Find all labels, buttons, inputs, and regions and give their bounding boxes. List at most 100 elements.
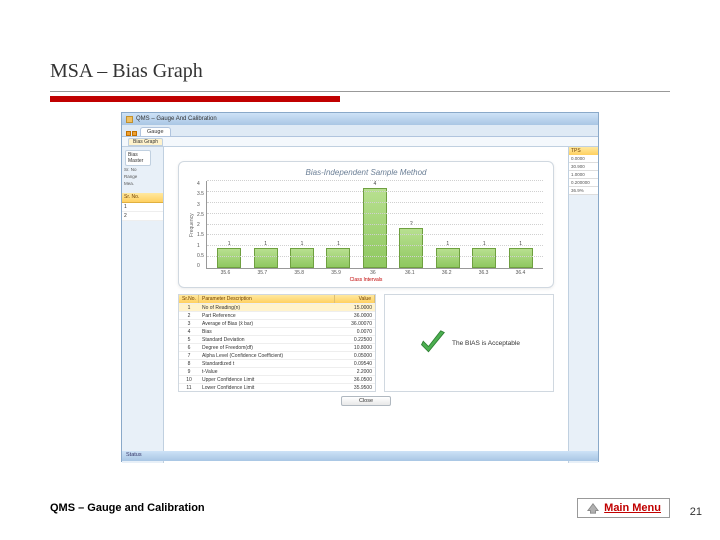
results-row-item[interactable]: 4Bias0.0070 — [179, 327, 375, 335]
chart-gridline — [207, 180, 543, 181]
chart-y-ticks: 43.532.521.510.50 — [195, 181, 206, 269]
left-grid-row[interactable]: 1 — [122, 203, 163, 212]
chart-gridline — [207, 213, 543, 214]
right-cell: 0.0000 — [569, 155, 598, 163]
footer-text: QMS – Gauge and Calibration — [50, 502, 205, 514]
chart-y-tick: 2.5 — [197, 212, 204, 218]
left-panel-tab[interactable]: Bias Master — [125, 150, 151, 166]
slide-footer: QMS – Gauge and Calibration Main Menu — [50, 498, 670, 518]
chart-title: Bias-Independent Sample Method — [189, 168, 543, 177]
doc-tab-bias-graph[interactable]: Bias Graph — [128, 138, 163, 146]
results-row-item[interactable]: 6Degree of Freedom(df)10.8000 — [179, 343, 375, 351]
results-row-item[interactable]: 8Standardized t0.09540 — [179, 359, 375, 367]
results-row-item[interactable]: 1No of Reading(n)15.0000 — [179, 303, 375, 311]
chart-y-tick: 1 — [197, 243, 204, 249]
chart-bar — [217, 248, 241, 268]
chart-bar-value-label: 4 — [374, 181, 377, 187]
results-cell-sr: 2 — [179, 312, 199, 319]
results-row: Sr.No. Parameter Description Value 1No o… — [178, 294, 554, 392]
chart-plot-area: 111142111 — [206, 181, 543, 269]
main-menu-button[interactable]: Main Menu — [577, 498, 670, 518]
results-row-item[interactable]: 3Average of Bias (x̄ bar)36.00070 — [179, 319, 375, 327]
left-panel: Bias Master Sr. No Range Mea. Sr. No. 1 … — [122, 147, 164, 463]
chart-bar — [472, 248, 496, 268]
results-cell-sr: 8 — [179, 360, 199, 367]
left-mini-2: Mea. — [122, 180, 163, 187]
left-grid-header: Sr. No. — [122, 193, 163, 203]
results-cell-desc: t-Value — [199, 368, 335, 375]
results-row-item[interactable]: 7Alpha Level (Confidence Coefficient)0.0… — [179, 351, 375, 359]
chart-gridline — [207, 234, 543, 235]
results-cell-desc: Alpha Level (Confidence Coefficient) — [199, 352, 335, 359]
results-cell-sr: 4 — [179, 328, 199, 335]
results-row-item[interactable]: 10Upper Confidence Limit36.0500 — [179, 375, 375, 383]
results-cell-desc: Standard Deviation — [199, 336, 335, 343]
title-underline-red — [50, 96, 340, 102]
chart-gridline — [207, 202, 543, 203]
chart-y-axis-label: Frequency — [189, 181, 195, 269]
results-cell-val: 15.0000 — [335, 304, 375, 311]
results-row-item[interactable]: 11Lower Confidence Limit35.9500 — [179, 383, 375, 391]
ribbon-tab-strip: Gauge — [122, 125, 598, 137]
right-cell: 1.0000 — [569, 171, 598, 179]
results-cell-val: 0.05000 — [335, 352, 375, 359]
chart-bar — [326, 248, 350, 268]
results-row-item[interactable]: 2Part Reference36.0000 — [179, 311, 375, 319]
results-header-sr: Sr.No. — [179, 295, 199, 303]
title-underline-thin — [50, 91, 670, 92]
chart-y-tick: 4 — [197, 181, 204, 187]
chart-bar — [254, 248, 278, 268]
results-cell-desc: Degree of Freedom(df) — [199, 344, 335, 351]
chart-y-tick: 1.5 — [197, 232, 204, 238]
left-grid-row[interactable]: 2 — [122, 212, 163, 221]
ribbon-tab-gauge[interactable]: Gauge — [140, 127, 171, 136]
chart-bar — [290, 248, 314, 268]
chart-area: Frequency 43.532.521.510.50 111142111 — [189, 181, 543, 269]
window-body: Bias Master Sr. No Range Mea. Sr. No. 1 … — [122, 147, 598, 463]
slide-title: MSA – Bias Graph — [50, 60, 670, 91]
quick-access-icons — [126, 131, 137, 136]
results-cell-sr: 11 — [179, 384, 199, 391]
chart-x-tick: 36 — [359, 270, 387, 276]
chart-y-tick: 0.5 — [197, 253, 204, 259]
chart-gridline — [207, 224, 543, 225]
chart-gridline — [207, 256, 543, 257]
right-panel-header: TPS — [569, 147, 598, 155]
results-row-item[interactable]: 9t-Value2.2000 — [179, 367, 375, 375]
results-cell-val: 0.22500 — [335, 336, 375, 343]
up-arrow-icon — [586, 502, 600, 514]
right-cell: 0.200000 — [569, 179, 598, 187]
results-header-val: Value — [335, 295, 375, 303]
chart-x-axis-label: Class Intervals — [189, 277, 543, 283]
results-cell-val: 0.0070 — [335, 328, 375, 335]
left-mini-1: Range — [122, 173, 163, 180]
chart-y-tick: 0 — [197, 263, 204, 269]
right-panel: TPS 0.0000 30.900 1.0000 0.200000 36.9% — [568, 147, 598, 463]
results-cell-desc: Bias — [199, 328, 335, 335]
results-cell-sr: 7 — [179, 352, 199, 359]
chart-x-tick: 36.2 — [433, 270, 461, 276]
window-status-bar: Status — [122, 451, 598, 461]
chart-bar — [436, 248, 460, 268]
chart-x-tick: 36.1 — [396, 270, 424, 276]
results-cell-val: 36.0500 — [335, 376, 375, 383]
results-cell-val: 35.9500 — [335, 384, 375, 391]
chart-gridline — [207, 191, 543, 192]
chart-x-tick: 35.7 — [248, 270, 276, 276]
results-cell-val: 36.00070 — [335, 320, 375, 327]
results-row-item[interactable]: 5Standard Deviation0.22500 — [179, 335, 375, 343]
results-header: Sr.No. Parameter Description Value — [179, 295, 375, 303]
chart-x-tick: 36.3 — [470, 270, 498, 276]
window-title-bar: QMS – Gauge And Calibration — [122, 113, 598, 125]
app-icon — [126, 116, 133, 123]
chart-x-tick: 35.8 — [285, 270, 313, 276]
status-box: The BIAS is Acceptable — [384, 294, 554, 392]
results-cell-val: 0.09540 — [335, 360, 375, 367]
page-number: 21 — [690, 506, 702, 518]
chart-x-tick: 36.4 — [506, 270, 534, 276]
chart-x-tick: 35.6 — [211, 270, 239, 276]
main-panel: Bias-Independent Sample Method Frequency… — [164, 147, 568, 463]
results-cell-desc: Lower Confidence Limit — [199, 384, 335, 391]
close-button[interactable]: Close — [341, 396, 391, 406]
results-cell-sr: 9 — [179, 368, 199, 375]
